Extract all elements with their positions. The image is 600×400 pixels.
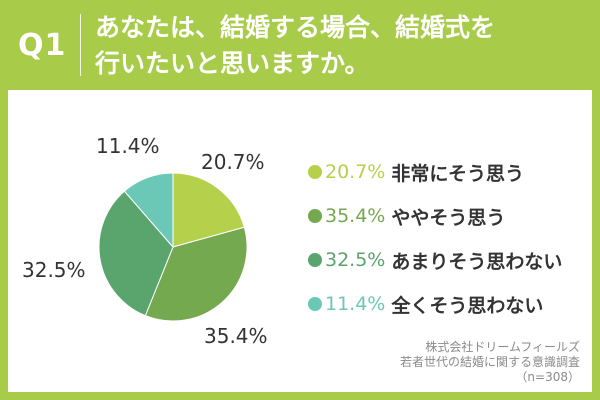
legend-label: 全くそう思わない [391, 294, 544, 317]
pie-slice-label-3: 32.5% [22, 258, 86, 282]
pie-slice-label-4: 11.4% [96, 134, 160, 158]
legend-swatch [308, 297, 322, 311]
question-line-2: 行いたいと思いますか。 [95, 49, 370, 78]
pie-chart [98, 172, 248, 322]
legend-percent: 35.4% [325, 205, 386, 227]
source-sample: （n=308） [515, 370, 580, 384]
header: Q1 あなたは、結婚する場合、結婚式を 行いたいと思いますか。 [0, 0, 600, 90]
legend-swatch [308, 253, 322, 267]
pie-slice-3 [98, 190, 174, 317]
header-divider [80, 14, 81, 76]
legend-percent: 11.4% [325, 293, 386, 315]
source-note: 株式会社ドリームフィールズ 若者世代の結婚に関する意識調査 （n=308） [400, 340, 580, 385]
pie-slice-1 [172, 172, 245, 248]
source-company: 株式会社ドリームフィールズ [425, 340, 580, 354]
source-survey: 若者世代の結婚に関する意識調査 [399, 355, 580, 369]
legend-item-4: 11.4% 全くそう思わない [308, 290, 543, 318]
legend-percent: 32.5% [325, 249, 386, 271]
legend-label: ややそう思う [391, 206, 506, 229]
legend-item-1: 20.7% 非常にそう思う [308, 158, 524, 186]
legend-swatch [308, 209, 322, 223]
chart-panel: 20.7% 35.4% 32.5% 11.4% 20.7% 非常にそう思う 35.4% やや… [8, 90, 592, 392]
pie-slice-4 [123, 172, 174, 249]
legend-item-2: 35.4% ややそう思う [308, 202, 505, 230]
pie-slice-label-1: 20.7% [201, 150, 265, 174]
legend-label: あまりそう思わない [391, 250, 563, 273]
legend-item-3: 32.5% あまりそう思わない [308, 246, 562, 274]
legend-percent: 20.7% [325, 161, 386, 183]
legend-label: 非常にそう思う [391, 162, 524, 185]
question-number: Q1 [18, 28, 67, 63]
question-line-1: あなたは、結婚する場合、結婚式を [95, 13, 496, 42]
question-title: あなたは、結婚する場合、結婚式を 行いたいと思いますか。 [95, 10, 590, 82]
legend-swatch [308, 165, 322, 179]
pie-slice-label-2: 35.4% [204, 324, 268, 348]
pie-slice-2 [144, 226, 248, 322]
